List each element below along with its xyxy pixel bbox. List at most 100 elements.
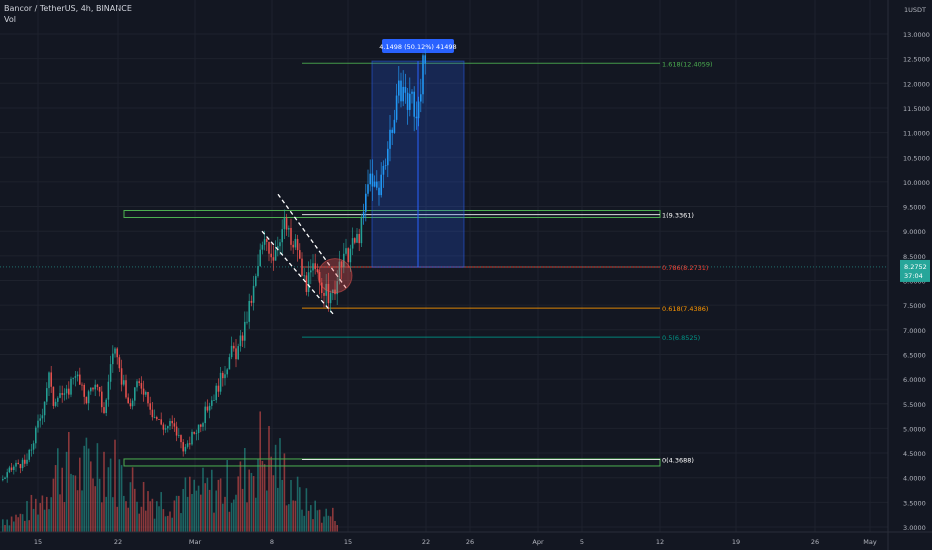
candle <box>255 273 257 288</box>
candle <box>292 240 294 255</box>
volume-bar <box>65 451 68 532</box>
candle-body <box>149 403 151 410</box>
volume-bar <box>211 469 213 532</box>
volume-bar <box>140 506 143 532</box>
candle <box>13 464 15 475</box>
price-tick-label: 5.0000 <box>903 425 926 433</box>
candle-body <box>299 250 301 259</box>
volume-bar <box>288 504 290 532</box>
candle <box>235 338 237 368</box>
candle-body <box>387 148 389 166</box>
fib-level[interactable]: 1.618(12.4059) <box>302 60 713 68</box>
candle <box>127 393 129 404</box>
candle-body <box>127 397 129 404</box>
candle-body <box>180 435 182 443</box>
volume-bar <box>39 503 41 532</box>
volume-bar <box>283 453 286 532</box>
candle-body <box>24 459 26 464</box>
candle <box>222 370 224 387</box>
candle-body <box>395 95 398 120</box>
fib-level[interactable]: 0.5(6.8525) <box>302 334 700 342</box>
candle <box>41 408 44 425</box>
candle <box>296 234 299 262</box>
candle-body <box>312 263 314 271</box>
volume-bar <box>219 478 222 532</box>
candle-body <box>52 386 55 406</box>
support-zone-box <box>123 458 661 467</box>
candle-body <box>290 227 292 245</box>
volume-bar <box>142 481 145 532</box>
fib-level[interactable]: 0.618(7.4386) <box>302 305 708 313</box>
candle <box>2 475 4 482</box>
fib-level[interactable]: 0(4.3688) <box>302 457 694 465</box>
volume-bar <box>30 494 33 532</box>
candle <box>6 468 8 483</box>
volume-bar <box>167 515 169 532</box>
candle-body <box>360 217 363 244</box>
volume-bar <box>28 520 30 532</box>
volume-bar <box>68 431 70 532</box>
candle-body <box>151 409 154 418</box>
candle-body <box>266 239 268 242</box>
volume-bar <box>109 458 112 532</box>
price-tick-label: 7.0000 <box>903 327 926 335</box>
candle <box>288 225 290 238</box>
candle-body <box>277 246 279 251</box>
volume-indicator-label: Vol <box>4 15 16 24</box>
candle <box>367 169 369 197</box>
time-tick-label: 22 <box>422 538 430 546</box>
candle <box>72 377 74 385</box>
volume-bar <box>257 458 259 532</box>
candle-body <box>411 91 413 94</box>
volume-bar <box>279 438 281 532</box>
volume-bar <box>4 525 6 532</box>
candle-body <box>147 391 149 404</box>
candle-body <box>274 250 277 261</box>
candle <box>151 401 154 421</box>
candle <box>26 453 28 466</box>
volume-bar <box>79 457 81 532</box>
price-tick-label: 6.5000 <box>903 351 926 359</box>
candle-body <box>321 282 323 293</box>
candle-body <box>367 184 369 194</box>
candle <box>202 421 204 432</box>
candle-body <box>32 443 35 450</box>
time-tick-label: 19 <box>732 538 740 546</box>
candle <box>327 272 330 312</box>
candle-body <box>158 419 160 420</box>
candle-body <box>255 276 257 286</box>
candle-body <box>241 335 244 341</box>
volume-bar <box>98 478 101 532</box>
candle-body <box>92 387 94 390</box>
candle-body <box>101 391 103 408</box>
volume-bar <box>50 497 52 532</box>
candle <box>24 454 26 468</box>
price-tick-label: 9.0000 <box>903 228 926 236</box>
candle-body <box>301 258 303 276</box>
candle <box>125 374 127 399</box>
candle-body <box>246 321 248 323</box>
candle-body <box>314 263 316 270</box>
price-tick-label: 5.5000 <box>903 401 926 409</box>
volume-bar <box>169 511 171 532</box>
candle <box>409 77 411 117</box>
volume-bar <box>37 514 39 532</box>
fib-label: 0.5(6.8525) <box>662 334 700 342</box>
candle-body <box>109 364 112 382</box>
candle <box>415 101 418 130</box>
candle-body <box>296 238 299 251</box>
candle-body <box>2 479 4 481</box>
candle <box>301 252 303 277</box>
candle-body <box>17 462 19 465</box>
fib-level[interactable]: 0.786(8.2731) <box>302 264 708 272</box>
candle-body <box>116 348 118 358</box>
candle <box>52 386 55 409</box>
candle <box>252 275 255 311</box>
time-tick-label: Mar <box>189 538 202 546</box>
candle-body <box>136 381 138 388</box>
candle-body <box>160 419 162 425</box>
volume-bar <box>215 490 217 532</box>
candle <box>149 396 151 415</box>
candle <box>61 385 63 403</box>
